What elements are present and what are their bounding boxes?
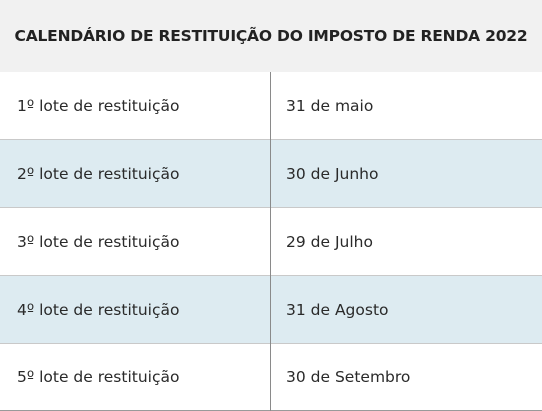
date-cell: 30 de Setembro — [286, 368, 411, 386]
table-row: 5º lote de restituição 30 de Setembro — [0, 344, 542, 411]
table-row: 1º lote de restituição 31 de maio — [0, 72, 542, 140]
batch-cell: 3º lote de restituição — [17, 232, 180, 251]
batch-cell: 2º lote de restituição — [17, 164, 180, 183]
date-cell: 31 de Agosto — [286, 300, 389, 319]
table-title: CALENDÁRIO DE RESTITUIÇÃO DO IMPOSTO DE … — [0, 0, 542, 72]
table-row: 3º lote de restituição 29 de Julho — [0, 208, 542, 276]
date-cell: 29 de Julho — [286, 232, 373, 251]
batch-cell: 5º lote de restituição — [17, 368, 180, 386]
date-cell: 31 de maio — [286, 96, 374, 115]
batch-cell: 4º lote de restituição — [17, 300, 180, 319]
table-body: 1º lote de restituição 31 de maio 2º lot… — [0, 72, 542, 411]
table-row: 2º lote de restituição 30 de Junho — [0, 140, 542, 208]
batch-cell: 1º lote de restituição — [17, 96, 180, 115]
table-row: 4º lote de restituição 31 de Agosto — [0, 276, 542, 344]
date-cell: 30 de Junho — [286, 164, 379, 183]
